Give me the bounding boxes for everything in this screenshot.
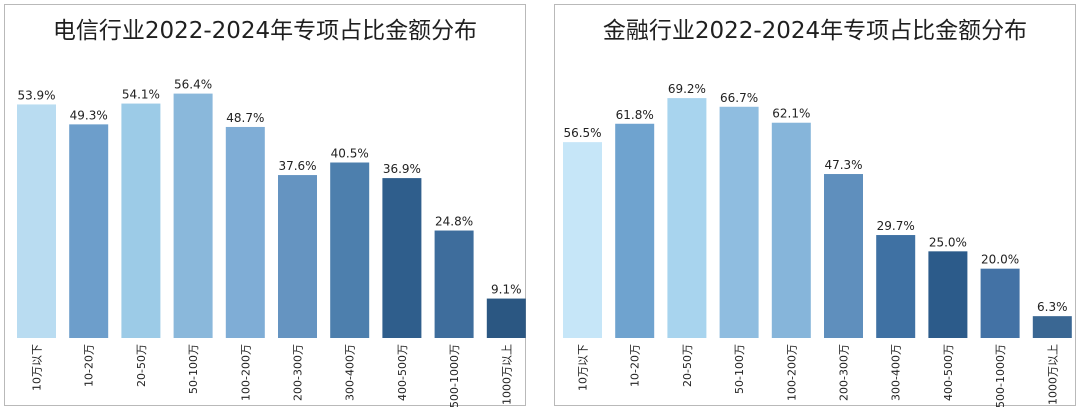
bar-10 xyxy=(1032,316,1072,338)
value-label-7: 40.5% xyxy=(331,147,369,161)
category-label-5: 100-200万 xyxy=(785,344,798,401)
value-label-9: 24.8% xyxy=(435,215,473,229)
bar-10 xyxy=(486,298,526,338)
bar-9 xyxy=(980,268,1020,338)
bar-4 xyxy=(719,106,759,338)
value-label-5: 62.1% xyxy=(772,107,810,121)
bar-1 xyxy=(17,104,56,338)
bar-3 xyxy=(121,103,161,338)
bar-2 xyxy=(615,123,655,338)
bar-2 xyxy=(69,124,109,338)
bar-6 xyxy=(278,175,317,338)
telecom-bar-chart: 53.9% 10万以下 49.3% 10-20万 54.1% 20-50万 56.4% 50-… xyxy=(17,78,526,407)
bar-5 xyxy=(225,126,265,338)
category-label-1: 10万以下 xyxy=(577,344,590,391)
category-label-1: 10万以下 xyxy=(31,344,44,391)
category-label-10: 1000万以上 xyxy=(500,344,513,405)
bar-9 xyxy=(434,230,474,338)
category-label-2: 10-20万 xyxy=(629,344,642,387)
value-label-1: 53.9% xyxy=(17,88,55,102)
category-label-4: 50-100万 xyxy=(187,344,200,394)
bar-5 xyxy=(771,122,811,338)
value-label-8: 36.9% xyxy=(383,162,421,176)
category-label-2: 10-20万 xyxy=(83,344,96,387)
value-label-6: 37.6% xyxy=(278,159,316,173)
category-label-9: 500-1000万 xyxy=(448,344,461,407)
value-label-2: 49.3% xyxy=(70,108,108,122)
value-label-4: 56.4% xyxy=(174,78,212,92)
value-label-3: 54.1% xyxy=(122,88,160,102)
bar-1 xyxy=(563,142,602,338)
category-label-5: 100-200万 xyxy=(239,344,252,401)
value-label-10: 6.3% xyxy=(1037,300,1068,314)
bar-7 xyxy=(876,235,916,338)
category-label-7: 300-400万 xyxy=(890,344,903,401)
category-label-7: 300-400万 xyxy=(344,344,357,401)
chart-title: 电信行业2022-2024年专项占比金额分布 xyxy=(52,18,478,44)
value-label-7: 29.7% xyxy=(877,219,915,233)
value-label-4: 66.7% xyxy=(720,91,758,105)
category-label-8: 400-500万 xyxy=(942,344,955,401)
value-label-8: 25.0% xyxy=(929,235,967,249)
chart-title: 金融行业2022-2024年专项占比金额分布 xyxy=(602,18,1028,44)
finance-chart-panel: 金融行业2022-2024年专项占比金额分布 56.5% 10万以下 61.8% 10… xyxy=(554,4,1076,407)
category-label-9: 500-1000万 xyxy=(994,344,1007,407)
value-label-10: 9.1% xyxy=(491,283,522,297)
value-label-3: 69.2% xyxy=(668,82,706,96)
bar-6 xyxy=(824,174,863,338)
value-label-6: 47.3% xyxy=(824,158,862,172)
finance-bar-chart: 56.5% 10万以下 61.8% 10-20万 69.2% 20-50万 66.7% 50-… xyxy=(563,82,1072,407)
category-label-8: 400-500万 xyxy=(396,344,409,401)
bar-4 xyxy=(173,93,213,338)
bar-8 xyxy=(928,251,968,338)
category-label-4: 50-100万 xyxy=(733,344,746,394)
value-label-9: 20.0% xyxy=(981,253,1019,267)
bar-7 xyxy=(330,162,370,338)
bar-3 xyxy=(667,98,707,339)
value-label-5: 48.7% xyxy=(226,111,264,125)
category-label-10: 1000万以上 xyxy=(1046,344,1059,405)
telecom-chart-panel: 电信行业2022-2024年专项占比金额分布 53.9% 10万以下 49.3% 10… xyxy=(4,4,526,407)
bar-8 xyxy=(382,178,422,338)
category-label-6: 200-300万 xyxy=(292,344,305,401)
value-label-2: 61.8% xyxy=(616,108,654,122)
category-label-6: 200-300万 xyxy=(838,344,851,401)
category-label-3: 20-50万 xyxy=(681,344,694,387)
value-label-1: 56.5% xyxy=(563,126,601,140)
category-label-3: 20-50万 xyxy=(135,344,148,387)
